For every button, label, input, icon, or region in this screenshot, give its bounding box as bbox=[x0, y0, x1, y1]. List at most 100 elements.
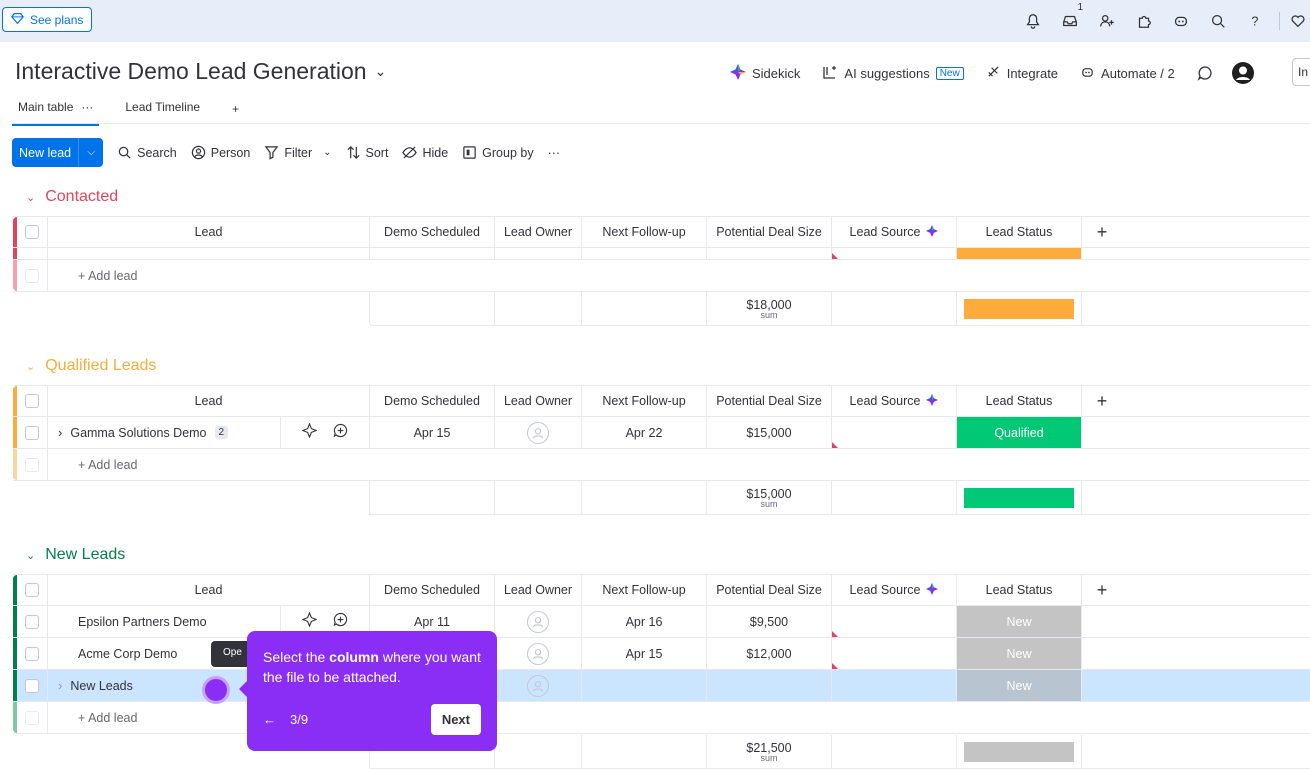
search-button[interactable]: Search bbox=[117, 145, 177, 160]
add-column-button[interactable]: + bbox=[1096, 221, 1108, 242]
status-label[interactable]: Qualified bbox=[957, 417, 1081, 448]
col-header-lead-status[interactable]: Lead Status bbox=[957, 575, 1082, 605]
add-lead-input[interactable]: + Add lead bbox=[48, 449, 137, 480]
owner-cell[interactable] bbox=[495, 417, 582, 448]
source-cell[interactable] bbox=[832, 670, 957, 701]
row-checkbox[interactable] bbox=[17, 638, 48, 669]
lead-cell[interactable]: Epsilon Partners Demo bbox=[48, 606, 370, 637]
col-header-next-follow-up[interactable]: Next Follow-up bbox=[582, 217, 707, 247]
col-header-lead-source[interactable]: Lead Source bbox=[832, 386, 957, 416]
add-update-icon[interactable] bbox=[333, 423, 348, 442]
status-cell[interactable]: New bbox=[957, 606, 1082, 637]
chevron-down-icon[interactable]: ⌄ bbox=[26, 549, 36, 562]
board-title[interactable]: Interactive Demo Lead Generation ⌄ bbox=[15, 58, 386, 85]
owner-cell[interactable] bbox=[495, 670, 582, 701]
source-cell[interactable] bbox=[832, 417, 957, 448]
col-header-lead-owner[interactable]: Lead Owner bbox=[495, 386, 582, 416]
demo-cell[interactable]: Apr 15 bbox=[370, 417, 495, 448]
row-checkbox[interactable] bbox=[17, 417, 48, 448]
table-row[interactable]: › Gamma Solutions Demo 2 Apr 15 Apr 22 $… bbox=[13, 417, 1310, 449]
col-header-potential-deal-size[interactable]: Potential Deal Size bbox=[707, 386, 832, 416]
next-cell[interactable]: Apr 15 bbox=[582, 638, 707, 669]
owner-cell[interactable] bbox=[495, 248, 582, 259]
col-header-lead-owner[interactable]: Lead Owner bbox=[495, 217, 582, 247]
col-header-lead-status[interactable]: Lead Status bbox=[957, 386, 1082, 416]
person-filter-button[interactable]: Person bbox=[191, 145, 250, 160]
col-header-lead[interactable]: Lead bbox=[48, 217, 370, 247]
next-cell[interactable]: Apr 22 bbox=[582, 417, 707, 448]
status-label[interactable]: New bbox=[957, 670, 1081, 701]
lead-cell[interactable] bbox=[48, 248, 370, 259]
heart-icon[interactable] bbox=[1286, 8, 1310, 34]
lead-name[interactable]: Gamma Solutions Demo bbox=[70, 425, 207, 440]
add-column-button[interactable]: + bbox=[1096, 390, 1108, 411]
add-column-button[interactable]: + bbox=[1096, 579, 1108, 600]
expand-chevron-icon[interactable]: › bbox=[58, 425, 63, 440]
source-cell[interactable] bbox=[832, 638, 957, 669]
expand-chevron-icon[interactable]: › bbox=[58, 678, 63, 693]
group-header-contacted[interactable]: ⌄ Contacted bbox=[26, 188, 118, 206]
status-cell[interactable]: Qualified bbox=[957, 417, 1082, 448]
source-cell[interactable] bbox=[832, 606, 957, 637]
ai-suggestions-button[interactable]: AI suggestions New bbox=[822, 64, 964, 83]
source-cell[interactable] bbox=[832, 248, 957, 259]
next-cell[interactable] bbox=[582, 670, 707, 701]
add-lead-input[interactable]: + Add lead bbox=[48, 702, 137, 733]
group-by-button[interactable]: Group by bbox=[462, 145, 534, 160]
group-name[interactable]: New Leads bbox=[45, 546, 126, 563]
col-header-next-follow-up[interactable]: Next Follow-up bbox=[582, 575, 707, 605]
add-lead-row[interactable]: + Add lead bbox=[13, 449, 1310, 481]
owner-cell[interactable] bbox=[495, 606, 582, 637]
comment-icon[interactable] bbox=[1197, 65, 1213, 81]
deal-cell[interactable]: $9,500 bbox=[707, 606, 832, 637]
select-all-checkbox[interactable] bbox=[17, 386, 48, 416]
select-all-checkbox[interactable] bbox=[17, 575, 48, 605]
owner-cell[interactable] bbox=[495, 638, 582, 669]
chevron-down-icon[interactable]: ⌄ bbox=[26, 191, 36, 204]
lead-name[interactable]: Acme Corp Demo bbox=[78, 646, 178, 661]
status-cell[interactable] bbox=[957, 248, 1082, 259]
sidekick-button[interactable]: Sidekick bbox=[730, 63, 800, 83]
table-row[interactable] bbox=[13, 248, 1310, 260]
col-header-demo-scheduled[interactable]: Demo Scheduled bbox=[370, 575, 495, 605]
next-button[interactable]: Next bbox=[430, 704, 481, 735]
status-label[interactable]: New bbox=[957, 606, 1081, 637]
group-name[interactable]: Qualified Leads bbox=[45, 357, 157, 374]
col-header-next-follow-up[interactable]: Next Follow-up bbox=[582, 386, 707, 416]
row-checkbox[interactable] bbox=[17, 670, 48, 701]
group-name[interactable]: Contacted bbox=[45, 188, 119, 205]
tour-hotspot[interactable] bbox=[202, 676, 230, 704]
filter-button[interactable]: Filter ⌄ bbox=[264, 145, 332, 160]
ai-assistant-icon[interactable] bbox=[1162, 8, 1199, 34]
see-plans-button[interactable]: See plans bbox=[2, 7, 93, 32]
tab-more-icon[interactable]: ··· bbox=[81, 100, 94, 114]
row-checkbox[interactable] bbox=[17, 248, 48, 259]
lead-cell[interactable]: › Gamma Solutions Demo 2 bbox=[48, 417, 370, 448]
row-checkbox[interactable] bbox=[17, 606, 48, 637]
sparkle-icon[interactable] bbox=[301, 611, 318, 631]
col-header-demo-scheduled[interactable]: Demo Scheduled bbox=[370, 386, 495, 416]
col-header-potential-deal-size[interactable]: Potential Deal Size bbox=[707, 575, 832, 605]
lead-name[interactable]: New Leads bbox=[70, 678, 133, 693]
add-lead-input[interactable]: + Add lead bbox=[48, 260, 137, 291]
sort-button[interactable]: Sort bbox=[346, 145, 388, 160]
user-avatar-icon[interactable] bbox=[1231, 61, 1255, 85]
add-update-icon[interactable] bbox=[333, 612, 348, 631]
next-cell[interactable] bbox=[582, 248, 707, 259]
new-lead-button[interactable]: New lead bbox=[19, 145, 72, 160]
add-lead-row[interactable]: + Add lead bbox=[13, 260, 1310, 292]
col-header-lead-owner[interactable]: Lead Owner bbox=[495, 575, 582, 605]
help-icon[interactable]: ? bbox=[1236, 8, 1273, 34]
more-options-icon[interactable]: ··· bbox=[547, 145, 561, 160]
inbox-icon[interactable]: 1 bbox=[1051, 2, 1088, 34]
invite-members-icon[interactable] bbox=[1088, 8, 1125, 34]
deal-cell[interactable]: $15,000 bbox=[707, 417, 832, 448]
tab-lead-timeline[interactable]: Lead Timeline bbox=[119, 98, 206, 126]
group-header-new-leads[interactable]: ⌄ New Leads bbox=[26, 546, 125, 564]
col-header-lead-source[interactable]: Lead Source bbox=[832, 217, 957, 247]
sparkle-icon[interactable] bbox=[301, 422, 318, 442]
deal-cell[interactable] bbox=[707, 670, 832, 701]
col-header-lead[interactable]: Lead bbox=[48, 575, 370, 605]
integrate-button[interactable]: Integrate bbox=[986, 64, 1058, 82]
status-cell[interactable]: New bbox=[957, 638, 1082, 669]
